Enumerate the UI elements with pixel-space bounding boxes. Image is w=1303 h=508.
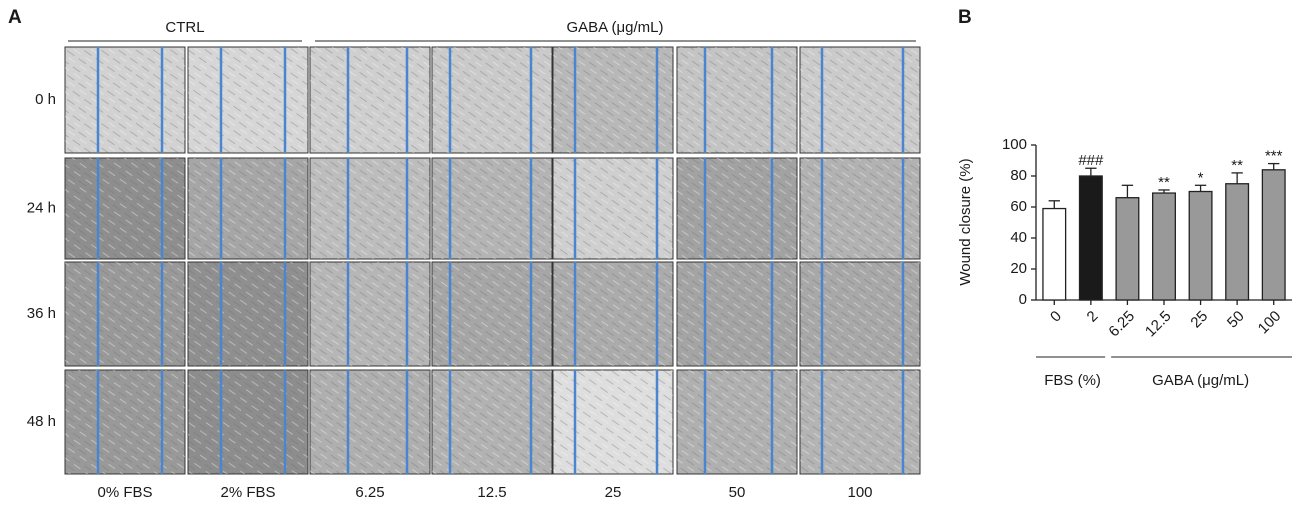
micrograph-texture [310,262,430,366]
x-tick-label: 25 [1187,308,1211,332]
micrograph-texture [65,158,185,259]
y-tick-label: 80 [1010,167,1027,184]
row-label: 48 h [27,413,56,430]
column-label: 12.5 [477,484,506,501]
micrograph-texture [677,47,797,153]
x-tick-label: 50 [1224,308,1248,332]
micrograph-texture [553,370,673,474]
micrograph-texture [65,370,185,474]
micrograph-texture [310,47,430,153]
x-tick-label: 100 [1255,308,1285,338]
x-tick-label: 12.5 [1142,308,1175,341]
bar [1261,169,1286,301]
row-label: 0 h [35,91,56,108]
bar [1152,192,1176,301]
row-label: 24 h [27,199,56,216]
x-tick-label: 2 [1084,308,1102,326]
x-tick-label: 6.25 [1105,308,1138,341]
micrograph-texture [677,370,797,474]
micrograph-texture [677,262,797,366]
column-label: 100 [847,484,872,501]
bar [1188,190,1213,301]
column-label: 0% FBS [97,484,152,501]
y-tick-label: 20 [1010,260,1027,277]
y-tick-label: 0 [1019,291,1027,308]
column-label: 6.25 [355,484,384,501]
micrograph-texture [553,158,673,259]
micrograph-texture [310,158,430,259]
y-tick-label: 40 [1010,229,1027,246]
micrograph-texture [800,262,920,366]
significance-mark: *** [1265,148,1283,165]
micrograph-texture [800,370,920,474]
micrograph-texture [188,47,308,153]
bar [1115,197,1140,301]
panel-label: A [8,7,22,28]
micrograph-texture [188,262,308,366]
significance-mark: ** [1158,174,1170,191]
column-label: 50 [729,484,746,501]
row-label: 36 h [27,305,56,322]
significance-mark: ** [1231,157,1243,174]
micrograph-texture [800,47,920,153]
y-tick-label: 100 [1002,136,1027,153]
panel-label: B [958,7,972,28]
micrograph-texture [800,158,920,259]
group-label: GABA (μg/mL) [566,19,663,36]
column-label: 2% FBS [220,484,275,501]
micrograph-texture [188,158,308,259]
micrograph-texture [553,262,673,366]
column-label: 25 [605,484,622,501]
micrograph-texture [65,262,185,366]
bar [1078,175,1103,301]
y-tick-label: 60 [1010,198,1027,215]
bar [1225,183,1250,301]
micrograph-texture [553,47,673,153]
group-label: GABA (μg/mL) [1152,372,1249,389]
micrograph-texture [188,370,308,474]
bar [1042,207,1067,301]
group-label: CTRL [165,19,204,36]
micrograph-texture [65,47,185,153]
micrograph-texture [677,158,797,259]
significance-mark: ### [1078,152,1104,169]
y-axis-label: Wound closure (%) [957,158,974,285]
significance-mark: * [1198,169,1204,186]
x-tick-label: 0 [1047,308,1065,326]
micrograph-texture [310,370,430,474]
group-label: FBS (%) [1044,372,1101,389]
